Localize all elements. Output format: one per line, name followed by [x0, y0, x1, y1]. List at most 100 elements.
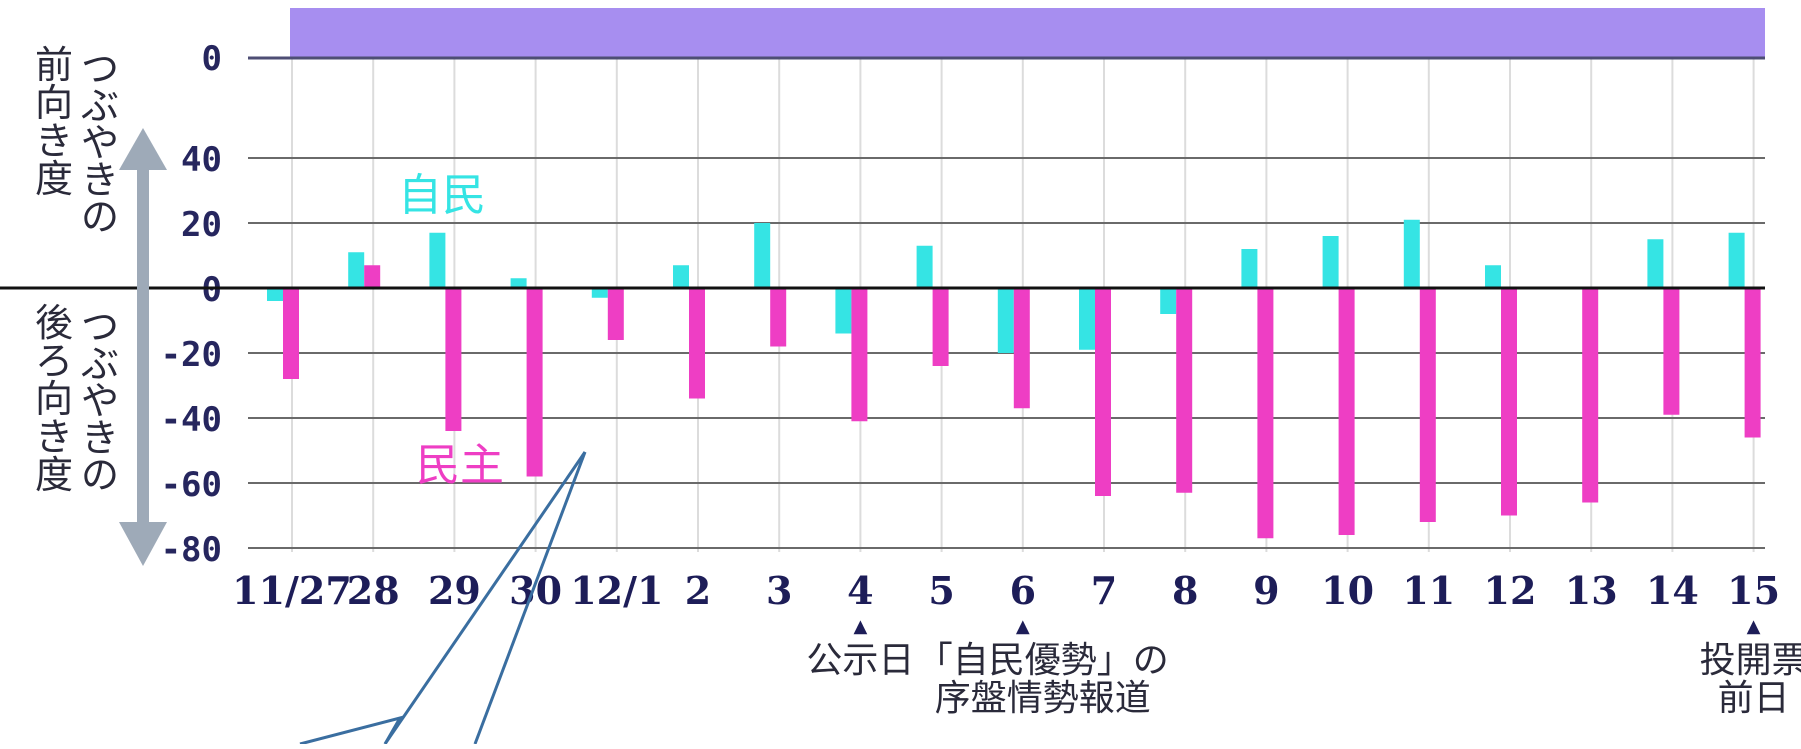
x-tick-label: 14 — [1646, 568, 1699, 613]
y-tick-label: -60 — [161, 465, 222, 505]
y-label-negative: の — [81, 453, 119, 497]
y-label-positive: き — [35, 119, 73, 163]
bar-minshu — [689, 288, 705, 399]
bar-jimin — [510, 278, 527, 288]
x-tick-label: 13 — [1565, 568, 1618, 613]
direction-arrow-up-head — [119, 128, 167, 170]
bar-minshu — [1663, 288, 1680, 415]
annotation-text: 前日 — [1718, 678, 1790, 719]
bar-minshu — [1501, 288, 1517, 516]
bar-jimin — [1160, 288, 1177, 314]
direction-arrow-down-head — [119, 522, 167, 566]
annotation-text: 「自民優勢」の — [917, 640, 1169, 681]
bar-minshu — [1338, 288, 1355, 535]
y-label-negative: 度 — [35, 453, 73, 497]
y-label-positive: 向 — [35, 81, 73, 125]
x-tick-label: 10 — [1321, 568, 1374, 613]
y-tick-label: -40 — [161, 400, 222, 440]
y-tick-label: 40 — [181, 140, 222, 180]
bar-minshu — [1013, 288, 1030, 409]
y-label-positive: 度 — [35, 157, 73, 201]
bar-minshu — [526, 288, 543, 477]
bar-jimin — [916, 245, 933, 288]
bar-jimin — [429, 232, 446, 288]
bar-minshu — [445, 288, 462, 431]
annotation-marker: ▲ — [853, 616, 867, 637]
bar-jimin — [267, 288, 283, 301]
bar-minshu — [283, 288, 299, 379]
x-tick-label: 15 — [1727, 568, 1780, 613]
x-tick-label: 28 — [347, 568, 400, 613]
bar-minshu — [1419, 288, 1436, 522]
legend-label-minshu: 民主 — [416, 440, 504, 491]
x-tick-label: 7 — [1091, 568, 1117, 613]
x-tick-label: 6 — [1010, 568, 1036, 613]
y-tick-label: 20 — [181, 205, 222, 245]
x-tick-label: 2 — [685, 568, 711, 613]
y-label-positive: き — [81, 158, 119, 202]
callout-line — [299, 715, 404, 746]
y-label-negative: き — [35, 415, 73, 459]
y-label-negative: き — [81, 416, 119, 460]
bar-minshu — [1095, 288, 1111, 496]
bar-minshu — [1582, 288, 1599, 503]
annotation-marker: ▲ — [1016, 616, 1030, 637]
bar-jimin — [1403, 219, 1420, 288]
bar-minshu — [851, 288, 868, 422]
bar-jimin — [348, 252, 365, 288]
y-label-negative: 向 — [35, 377, 73, 421]
bar-minshu — [770, 288, 787, 347]
y-label-positive: の — [81, 195, 119, 239]
x-tick-label: 9 — [1253, 568, 1279, 613]
y-label-positive: つ — [81, 47, 119, 91]
y-label-negative: や — [81, 379, 119, 423]
y-label-negative: ろ — [35, 339, 73, 383]
callout-line — [473, 451, 587, 745]
x-tick-label: 12 — [1484, 568, 1537, 613]
x-tick-label: 11 — [1402, 568, 1455, 613]
top-band-zero-tick: 0 — [202, 39, 222, 79]
bar-jimin — [591, 288, 608, 298]
annotation-text: 公示日 — [806, 640, 914, 681]
bar-minshu — [364, 265, 381, 288]
x-tick-label: 29 — [428, 568, 481, 613]
bar-minshu — [1176, 288, 1193, 493]
y-label-negative: ぶ — [81, 342, 119, 386]
annotation-text: 投開票 — [1700, 640, 1801, 681]
bar-jimin — [1322, 236, 1339, 288]
bar-jimin — [1647, 239, 1664, 288]
bar-jimin — [1728, 232, 1745, 288]
bar-jimin — [1241, 249, 1258, 288]
bar-jimin — [673, 265, 689, 288]
y-tick-label: -20 — [161, 335, 222, 375]
x-tick-label: 8 — [1172, 568, 1198, 613]
y-tick-label: 0 — [202, 270, 222, 310]
bar-minshu — [1744, 288, 1761, 438]
legend-label-jimin: 自民 — [398, 170, 486, 221]
bar-minshu — [1257, 288, 1274, 539]
y-label-positive: 前 — [35, 43, 73, 87]
y-label-positive: ぶ — [81, 84, 119, 128]
annotation-text: 序盤情勢報道 — [935, 678, 1151, 719]
y-label-positive: や — [81, 121, 119, 165]
annotation-marker: ▲ — [1747, 616, 1761, 637]
y-label-negative: つ — [81, 305, 119, 349]
x-tick-label: 30 — [509, 568, 562, 613]
bar-jimin — [754, 223, 771, 288]
bar-minshu — [607, 288, 624, 340]
y-tick-label: -80 — [161, 530, 222, 570]
x-tick-label: 11/27 — [232, 568, 352, 613]
bar-minshu — [932, 288, 949, 366]
bar-jimin — [835, 288, 852, 334]
bar-jimin — [1079, 288, 1095, 350]
y-label-negative: 後 — [35, 301, 73, 345]
x-tick-label: 12/1 — [570, 568, 663, 613]
bar-jimin — [1485, 265, 1501, 288]
x-tick-label: 5 — [928, 568, 954, 613]
bar-jimin — [997, 288, 1014, 353]
x-tick-label: 4 — [847, 568, 873, 613]
top-band — [290, 8, 1765, 58]
x-tick-label: 3 — [766, 568, 792, 613]
